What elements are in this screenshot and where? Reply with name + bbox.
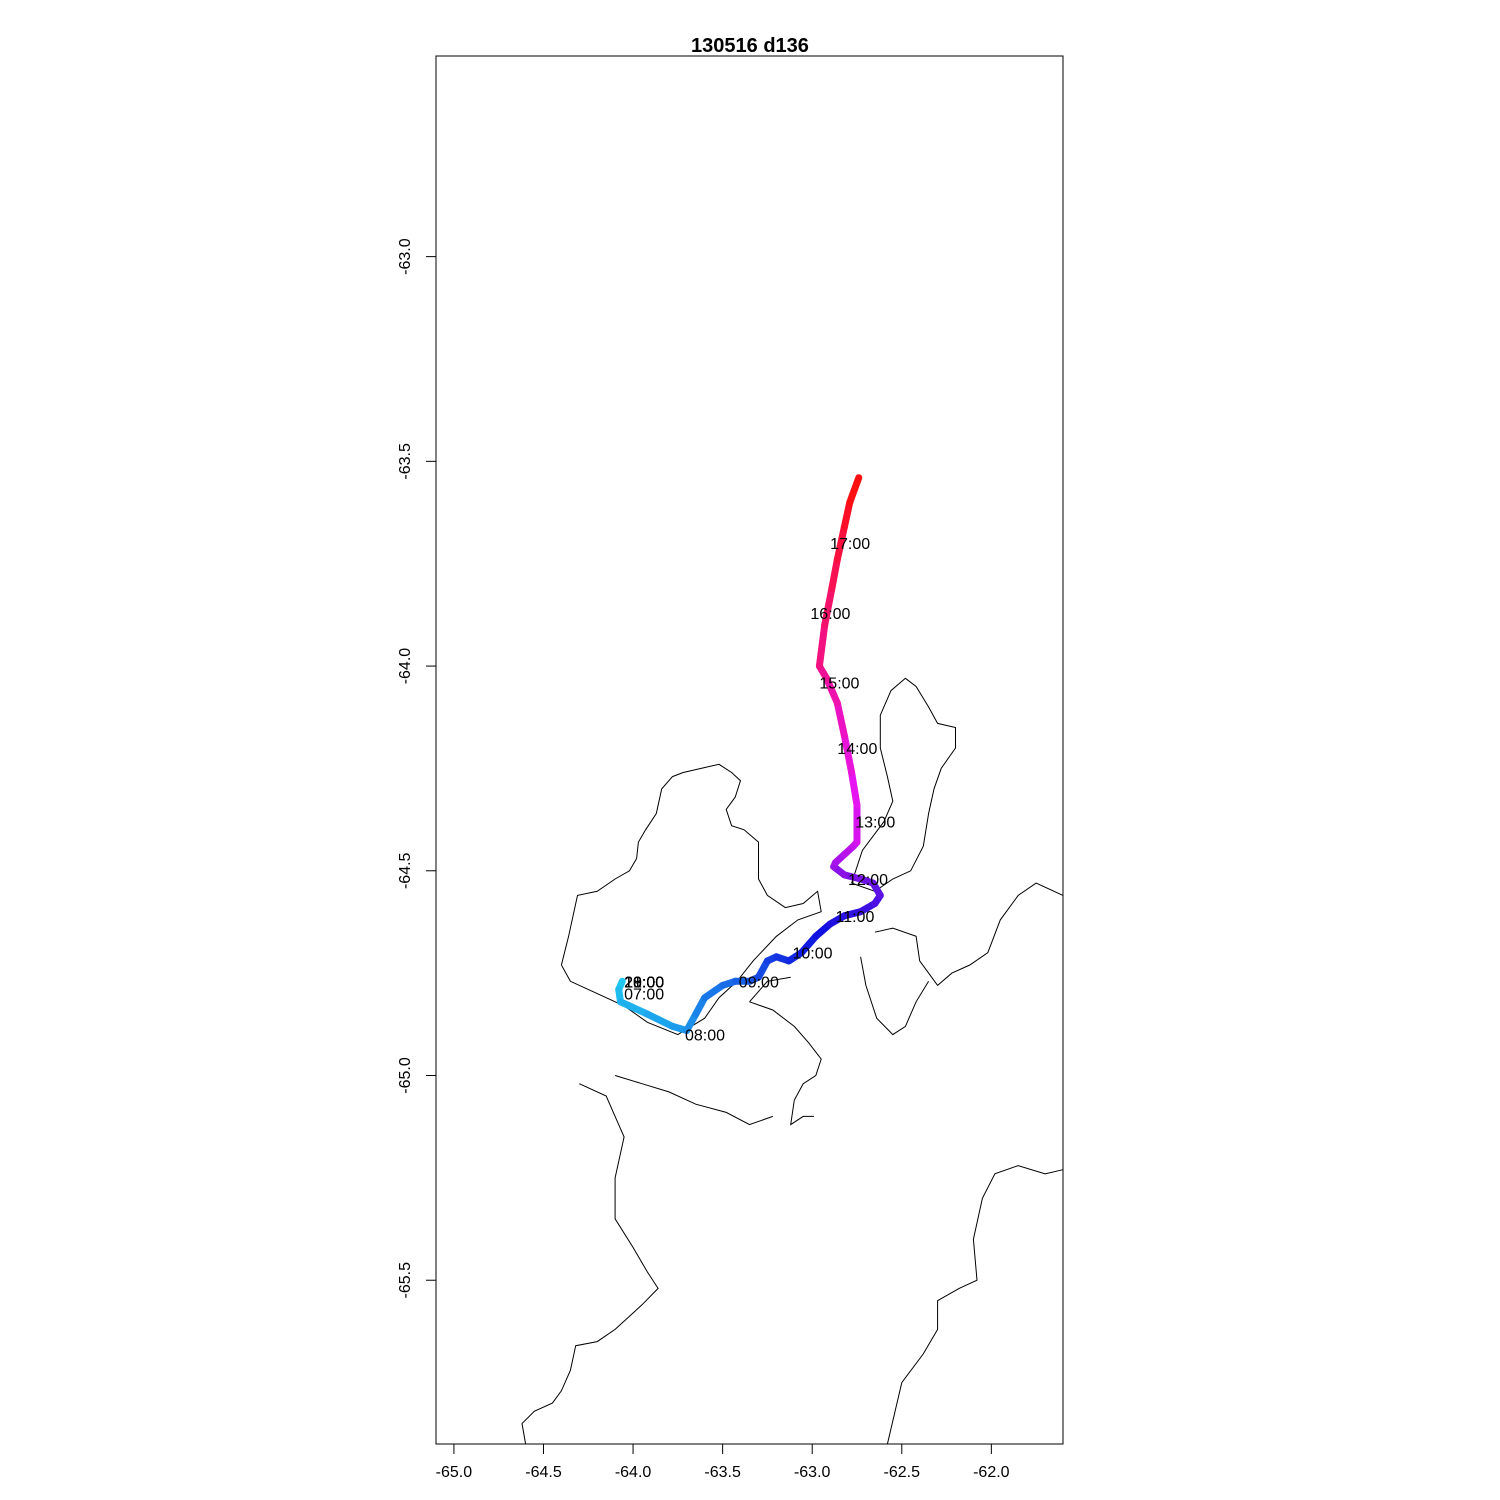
track-segment bbox=[815, 621, 829, 670]
plot-frame bbox=[435, 55, 1064, 1445]
time-label: 18:00 bbox=[624, 974, 664, 991]
time-label: 14:00 bbox=[837, 741, 877, 758]
y-tick-label: -64.5 bbox=[397, 852, 414, 889]
coastline-7 bbox=[614, 1075, 773, 1126]
x-tick-label: -64.0 bbox=[615, 1464, 652, 1481]
track-segment bbox=[798, 932, 820, 957]
track-segment bbox=[840, 498, 854, 531]
x-axis: -65.0 -64.5 -64.0 -63.5 -63.0 -62.5 -62.0 bbox=[436, 1443, 1010, 1481]
y-tick-label: -65.0 bbox=[397, 1057, 414, 1094]
y-tick-label: -64.0 bbox=[397, 648, 414, 685]
track-segment bbox=[701, 981, 727, 1002]
x-tick-label: -62.5 bbox=[884, 1464, 921, 1481]
x-tick-label: -63.0 bbox=[794, 1464, 831, 1481]
track-segment bbox=[828, 556, 841, 592]
time-label: 19:00 bbox=[624, 974, 664, 991]
x-tick-label: -62.0 bbox=[973, 1464, 1010, 1481]
time-label: 17:00 bbox=[830, 536, 870, 553]
track-segment bbox=[846, 474, 863, 506]
coastline-2 bbox=[874, 882, 1064, 987]
time-label: 16:00 bbox=[810, 606, 850, 623]
coastline-0 bbox=[560, 763, 822, 1036]
time-label: 09:00 bbox=[739, 974, 779, 991]
coastline-5 bbox=[749, 976, 791, 1003]
time-label: 12:00 bbox=[848, 872, 888, 889]
time-label-layer: 07:00 08:00 09:00 10:00 11:00 12:00 13:00 14:00… bbox=[624, 536, 895, 1044]
track-segment bbox=[840, 732, 856, 776]
y-tick-label: -65.5 bbox=[397, 1262, 414, 1299]
y-axis: -63.0 -63.5 -64.0 -64.5 -65.0 -65.5 bbox=[397, 238, 437, 1299]
track-segment bbox=[821, 584, 836, 629]
x-tick-label: -64.5 bbox=[525, 1464, 562, 1481]
x-tick-label: -65.0 bbox=[436, 1464, 473, 1481]
y-tick-label: -63.5 bbox=[397, 443, 414, 480]
time-label: 08:00 bbox=[685, 1028, 725, 1045]
time-label: 20:00 bbox=[624, 974, 664, 991]
x-tick-label: -63.5 bbox=[704, 1464, 741, 1481]
track-segment bbox=[617, 998, 651, 1018]
coastline-1 bbox=[851, 677, 956, 892]
time-label: 11:00 bbox=[836, 909, 875, 926]
time-label: 15:00 bbox=[819, 675, 859, 692]
time-label: 10:00 bbox=[793, 946, 833, 963]
coastline-6 bbox=[521, 1083, 659, 1445]
track-segment bbox=[833, 699, 848, 740]
time-label: 07:00 bbox=[624, 987, 664, 1004]
y-tick-label: -63.0 bbox=[397, 238, 414, 275]
time-label: 13:00 bbox=[855, 815, 895, 832]
chart-title: 130516 d136 bbox=[691, 35, 809, 57]
time-label: 21:00 bbox=[624, 974, 664, 991]
track-segment bbox=[833, 523, 848, 564]
coastline-8 bbox=[886, 1165, 1064, 1445]
track-segment bbox=[823, 674, 841, 707]
track-segment bbox=[643, 1010, 676, 1030]
track-segment bbox=[848, 769, 861, 809]
track-layer bbox=[615, 474, 884, 1034]
coastline-layer bbox=[521, 677, 1064, 1445]
coastline-4 bbox=[749, 1001, 822, 1126]
coastline-3 bbox=[860, 956, 930, 1036]
